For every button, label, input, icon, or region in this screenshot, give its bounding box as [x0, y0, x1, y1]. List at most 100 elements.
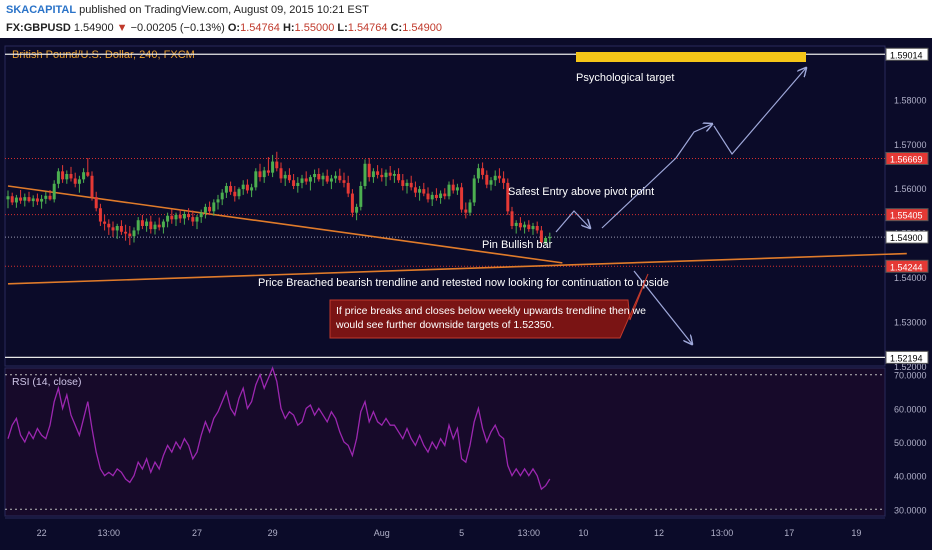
- candle-body: [355, 206, 359, 213]
- candle-body: [468, 202, 472, 213]
- candle-body: [401, 180, 405, 186]
- rsi-indicator: [5, 366, 885, 510]
- level-price-tag: [885, 47, 929, 61]
- safest-entry-label: Safest Entry above pivot point: [508, 186, 654, 198]
- candle-body: [82, 172, 86, 180]
- level-price-tag: [885, 151, 929, 165]
- candle-body: [313, 174, 317, 178]
- candle-body: [535, 226, 539, 231]
- trendline: [7, 185, 563, 264]
- time-tick-label: 5: [459, 528, 464, 538]
- candle-body: [397, 174, 401, 181]
- candle-body: [56, 171, 60, 184]
- candle-body: [447, 184, 451, 197]
- candle-body: [481, 168, 485, 175]
- candle-body: [493, 175, 497, 181]
- candle-body: [502, 178, 506, 183]
- candle-body: [86, 172, 90, 176]
- rsi-label: RSI (14, close): [12, 376, 81, 388]
- downside-note-box: If price breaks and closes below weekly …: [329, 273, 649, 339]
- candle-body: [233, 191, 237, 197]
- candle-body: [48, 195, 52, 200]
- rsi-axis[interactable]: 70.0000 60.0000 50.0000 40.0000 30.0000: [894, 371, 927, 516]
- candle-body: [166, 215, 170, 222]
- level-price-tag: [885, 208, 929, 222]
- candle-body: [476, 168, 480, 179]
- candle-body: [363, 163, 367, 186]
- candle-body: [149, 221, 153, 230]
- time-tick-label: 13:00: [98, 528, 121, 538]
- price-chart[interactable]: British Pound/U.S. Dollar, 240, FXCM 1.5…: [0, 38, 932, 550]
- candle-body: [321, 175, 325, 180]
- candle-body: [346, 182, 350, 194]
- candle-body: [44, 195, 48, 199]
- rsi-tick-label: 40.0000: [894, 472, 927, 482]
- rsi-tick-label: 50.0000: [894, 438, 927, 448]
- candle-body: [31, 198, 35, 202]
- candle-body: [6, 196, 10, 200]
- candle-body: [308, 177, 312, 182]
- high-value: 1.55000: [294, 22, 335, 34]
- candle-body: [178, 214, 182, 219]
- candle-body: [107, 223, 111, 228]
- candle-body: [203, 206, 207, 213]
- level-price-label: 1.59014: [890, 50, 923, 60]
- candle-body: [485, 174, 489, 185]
- candle-body: [224, 186, 228, 193]
- candle-body: [27, 197, 31, 202]
- down-arrow-icon: ▼: [116, 22, 128, 34]
- candle-body: [145, 221, 149, 226]
- candle-body: [392, 174, 396, 176]
- close-value: 1.54900: [402, 22, 442, 34]
- level-price-tag: [885, 230, 929, 244]
- candle-body: [90, 175, 94, 198]
- candle-body: [451, 184, 455, 191]
- price-tick-label: 1.58000: [894, 95, 927, 105]
- trendlines: [7, 185, 907, 285]
- breached-label: Price Breached bearish trendline and ret…: [258, 277, 669, 289]
- candle-body: [195, 217, 199, 222]
- candle-body: [325, 175, 329, 182]
- open-label: O:: [227, 22, 241, 34]
- candle-body: [350, 193, 354, 213]
- candle-body: [371, 171, 375, 178]
- candle-body: [77, 179, 81, 184]
- candle-body: [161, 221, 165, 228]
- candle-body: [229, 186, 233, 192]
- level-price-label: 1.54900: [890, 233, 923, 243]
- candle-body: [132, 230, 136, 237]
- candle-body: [434, 194, 438, 198]
- published-text: published on TradingView.com, August 09,…: [79, 4, 369, 16]
- candle-body: [413, 187, 417, 193]
- open-value: 1.54764: [240, 22, 280, 34]
- candle-body: [497, 175, 501, 179]
- candle-body: [464, 209, 468, 213]
- publish-header: SKACAPITAL published on TradingView.com,…: [6, 4, 369, 16]
- candle-body: [460, 187, 464, 210]
- price-tick-label: 1.52000: [894, 362, 927, 372]
- level-price-label: 1.56669: [890, 154, 923, 164]
- candle-body: [94, 197, 98, 209]
- candle-body: [300, 178, 304, 183]
- candle-body: [489, 180, 493, 185]
- candle-body: [405, 182, 409, 186]
- projection-arrow-up-1: [555, 210, 590, 233]
- candle-body: [388, 172, 392, 176]
- candle-body: [136, 220, 140, 231]
- candle-body: [376, 171, 380, 175]
- close-label: C:: [390, 22, 403, 34]
- time-tick-label: Aug: [374, 528, 390, 538]
- candle-body: [338, 175, 342, 181]
- publisher-name[interactable]: SKACAPITAL: [6, 4, 77, 16]
- candle-body: [472, 178, 476, 203]
- level-price-label: 1.52194: [890, 353, 923, 363]
- candle-body: [119, 226, 123, 232]
- candle-body: [275, 161, 279, 169]
- candle-body: [52, 183, 56, 200]
- time-axis[interactable]: 22 13:00 27 29 Aug 5 13:00 10 12 13:00 17 19: [5, 517, 885, 538]
- time-tick-label: 29: [268, 528, 278, 538]
- price-tick-label: 1.56000: [894, 184, 927, 194]
- price-tick-label: 1.53000: [894, 318, 927, 328]
- candle-body: [182, 214, 186, 219]
- candle-body: [14, 197, 18, 203]
